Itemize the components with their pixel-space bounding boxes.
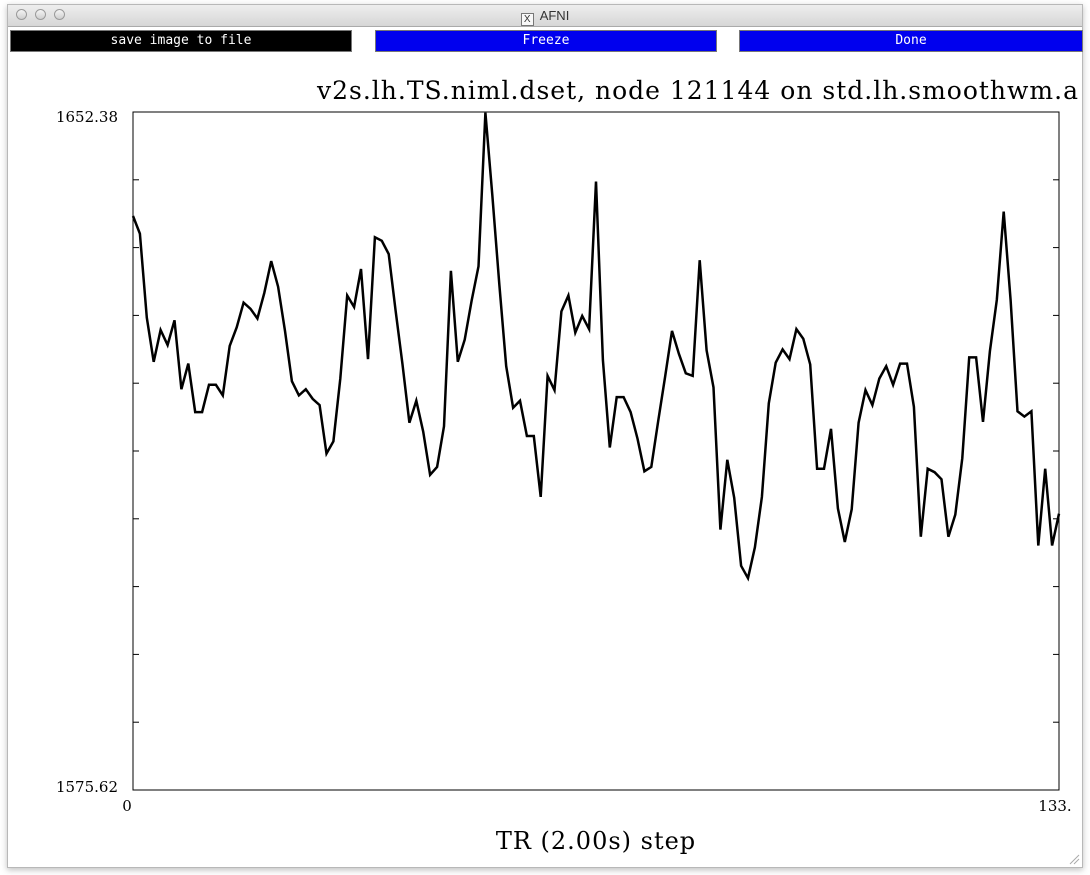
- window-title: X AFNI: [8, 8, 1082, 26]
- timeseries-plot: v2s.lh.TS.niml.dset, node 121144 on std.…: [56, 76, 1079, 855]
- zoom-window-icon[interactable]: [54, 9, 65, 20]
- close-window-icon[interactable]: [16, 9, 27, 20]
- chart-title: v2s.lh.TS.niml.dset, node 121144 on std.…: [316, 76, 1079, 105]
- y-axis-ticks: [133, 179, 1059, 723]
- y-tick-label-max: 1652.38: [56, 108, 118, 126]
- afni-window: X AFNI save image to file Freeze Done v2s…: [7, 4, 1083, 868]
- freeze-button[interactable]: Freeze: [375, 30, 717, 52]
- x-tick-label-start: 0: [122, 797, 132, 815]
- y-tick-label-min: 1575.62: [56, 778, 118, 796]
- minimize-window-icon[interactable]: [35, 9, 46, 20]
- x11-icon: X: [520, 13, 534, 26]
- done-button[interactable]: Done: [739, 30, 1083, 52]
- x-axis-label: TR (2.00s) step: [496, 827, 696, 855]
- title-bar[interactable]: X AFNI: [8, 5, 1082, 27]
- timeseries-line: [131, 112, 1061, 582]
- x-tick-label-end: 133.: [1038, 797, 1071, 815]
- resize-grip-icon[interactable]: [1068, 853, 1080, 865]
- save-image-button[interactable]: save image to file: [10, 30, 352, 52]
- window-title-text: AFNI: [539, 8, 570, 23]
